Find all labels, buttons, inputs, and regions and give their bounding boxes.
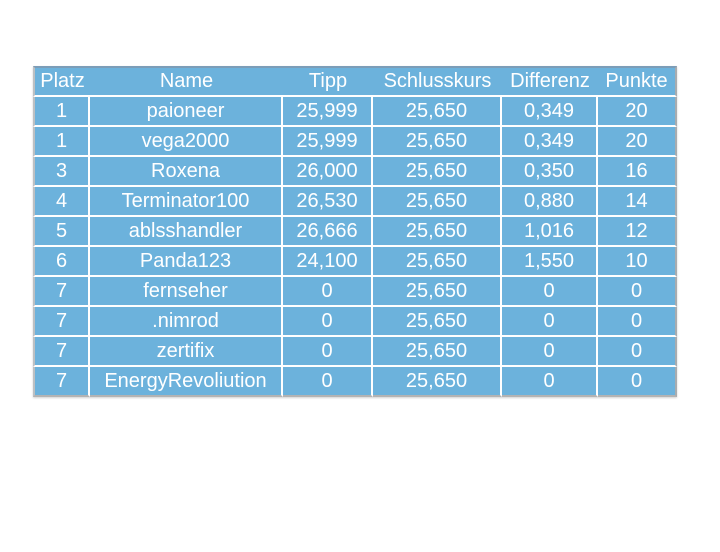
column-header-platz: Platz <box>33 66 90 97</box>
cell-name: paioneer <box>90 97 283 127</box>
table-row: 1 paioneer 25,999 25,650 0,349 20 <box>33 97 677 127</box>
table-row: 5 ablsshandler 26,666 25,650 1,016 12 <box>33 217 677 247</box>
column-header-punkte: Punkte <box>598 66 677 97</box>
cell-punkte: 0 <box>598 307 677 337</box>
cell-tipp: 0 <box>283 367 373 397</box>
cell-platz: 7 <box>33 367 90 397</box>
cell-differenz: 1,550 <box>502 247 598 277</box>
table-row: 6 Panda123 24,100 25,650 1,550 10 <box>33 247 677 277</box>
cell-platz: 5 <box>33 217 90 247</box>
cell-tipp: 0 <box>283 337 373 367</box>
cell-differenz: 0 <box>502 307 598 337</box>
cell-differenz: 0,349 <box>502 127 598 157</box>
cell-schlusskurs: 25,650 <box>373 277 502 307</box>
ranking-table: Platz Name Tipp Schlusskurs Differenz Punkte … <box>33 66 677 397</box>
cell-name: EnergyRevoliution <box>90 367 283 397</box>
cell-schlusskurs: 25,650 <box>373 97 502 127</box>
cell-platz: 3 <box>33 157 90 187</box>
cell-punkte: 14 <box>598 187 677 217</box>
cell-schlusskurs: 25,650 <box>373 367 502 397</box>
cell-tipp: 0 <box>283 277 373 307</box>
table-row: 4 Terminator100 26,530 25,650 0,880 14 <box>33 187 677 217</box>
cell-tipp: 25,999 <box>283 127 373 157</box>
cell-differenz: 0,349 <box>502 97 598 127</box>
table-row: 3 Roxena 26,000 25,650 0,350 16 <box>33 157 677 187</box>
cell-schlusskurs: 25,650 <box>373 217 502 247</box>
table-row: 7 zertifix 0 25,650 0 0 <box>33 337 677 367</box>
cell-schlusskurs: 25,650 <box>373 127 502 157</box>
table-row: 7 .nimrod 0 25,650 0 0 <box>33 307 677 337</box>
cell-schlusskurs: 25,650 <box>373 157 502 187</box>
cell-name: ablsshandler <box>90 217 283 247</box>
cell-punkte: 12 <box>598 217 677 247</box>
cell-differenz: 0,880 <box>502 187 598 217</box>
cell-tipp: 24,100 <box>283 247 373 277</box>
column-header-tipp: Tipp <box>283 66 373 97</box>
cell-punkte: 20 <box>598 97 677 127</box>
cell-punkte: 16 <box>598 157 677 187</box>
cell-punkte: 0 <box>598 277 677 307</box>
cell-punkte: 10 <box>598 247 677 277</box>
table-row: 1 vega2000 25,999 25,650 0,349 20 <box>33 127 677 157</box>
cell-schlusskurs: 25,650 <box>373 247 502 277</box>
cell-differenz: 0 <box>502 367 598 397</box>
cell-tipp: 0 <box>283 307 373 337</box>
ranking-table-header: Platz Name Tipp Schlusskurs Differenz Punkte <box>33 66 677 97</box>
table-row: 7 EnergyRevoliution 0 25,650 0 0 <box>33 367 677 397</box>
cell-schlusskurs: 25,650 <box>373 187 502 217</box>
cell-tipp: 26,530 <box>283 187 373 217</box>
column-header-name: Name <box>90 66 283 97</box>
cell-differenz: 0 <box>502 277 598 307</box>
cell-differenz: 0 <box>502 337 598 367</box>
cell-punkte: 20 <box>598 127 677 157</box>
cell-name: fernseher <box>90 277 283 307</box>
cell-platz: 7 <box>33 277 90 307</box>
cell-punkte: 0 <box>598 337 677 367</box>
cell-platz: 1 <box>33 127 90 157</box>
cell-name: Panda123 <box>90 247 283 277</box>
cell-schlusskurs: 25,650 <box>373 307 502 337</box>
column-header-schlusskurs: Schlusskurs <box>373 66 502 97</box>
cell-platz: 6 <box>33 247 90 277</box>
table-row: 7 fernseher 0 25,650 0 0 <box>33 277 677 307</box>
cell-schlusskurs: 25,650 <box>373 337 502 367</box>
cell-differenz: 1,016 <box>502 217 598 247</box>
ranking-table-body: 1 paioneer 25,999 25,650 0,349 20 1 vega2000 25,… <box>33 97 677 397</box>
cell-tipp: 25,999 <box>283 97 373 127</box>
cell-platz: 7 <box>33 337 90 367</box>
cell-name: Roxena <box>90 157 283 187</box>
cell-platz: 1 <box>33 97 90 127</box>
header-row: Platz Name Tipp Schlusskurs Differenz Punkte <box>33 66 677 97</box>
cell-punkte: 0 <box>598 367 677 397</box>
cell-tipp: 26,000 <box>283 157 373 187</box>
cell-platz: 7 <box>33 307 90 337</box>
column-header-differenz: Differenz <box>502 66 598 97</box>
cell-name: zertifix <box>90 337 283 367</box>
cell-platz: 4 <box>33 187 90 217</box>
cell-name: vega2000 <box>90 127 283 157</box>
cell-differenz: 0,350 <box>502 157 598 187</box>
cell-name: Terminator100 <box>90 187 283 217</box>
cell-name: .nimrod <box>90 307 283 337</box>
cell-tipp: 26,666 <box>283 217 373 247</box>
